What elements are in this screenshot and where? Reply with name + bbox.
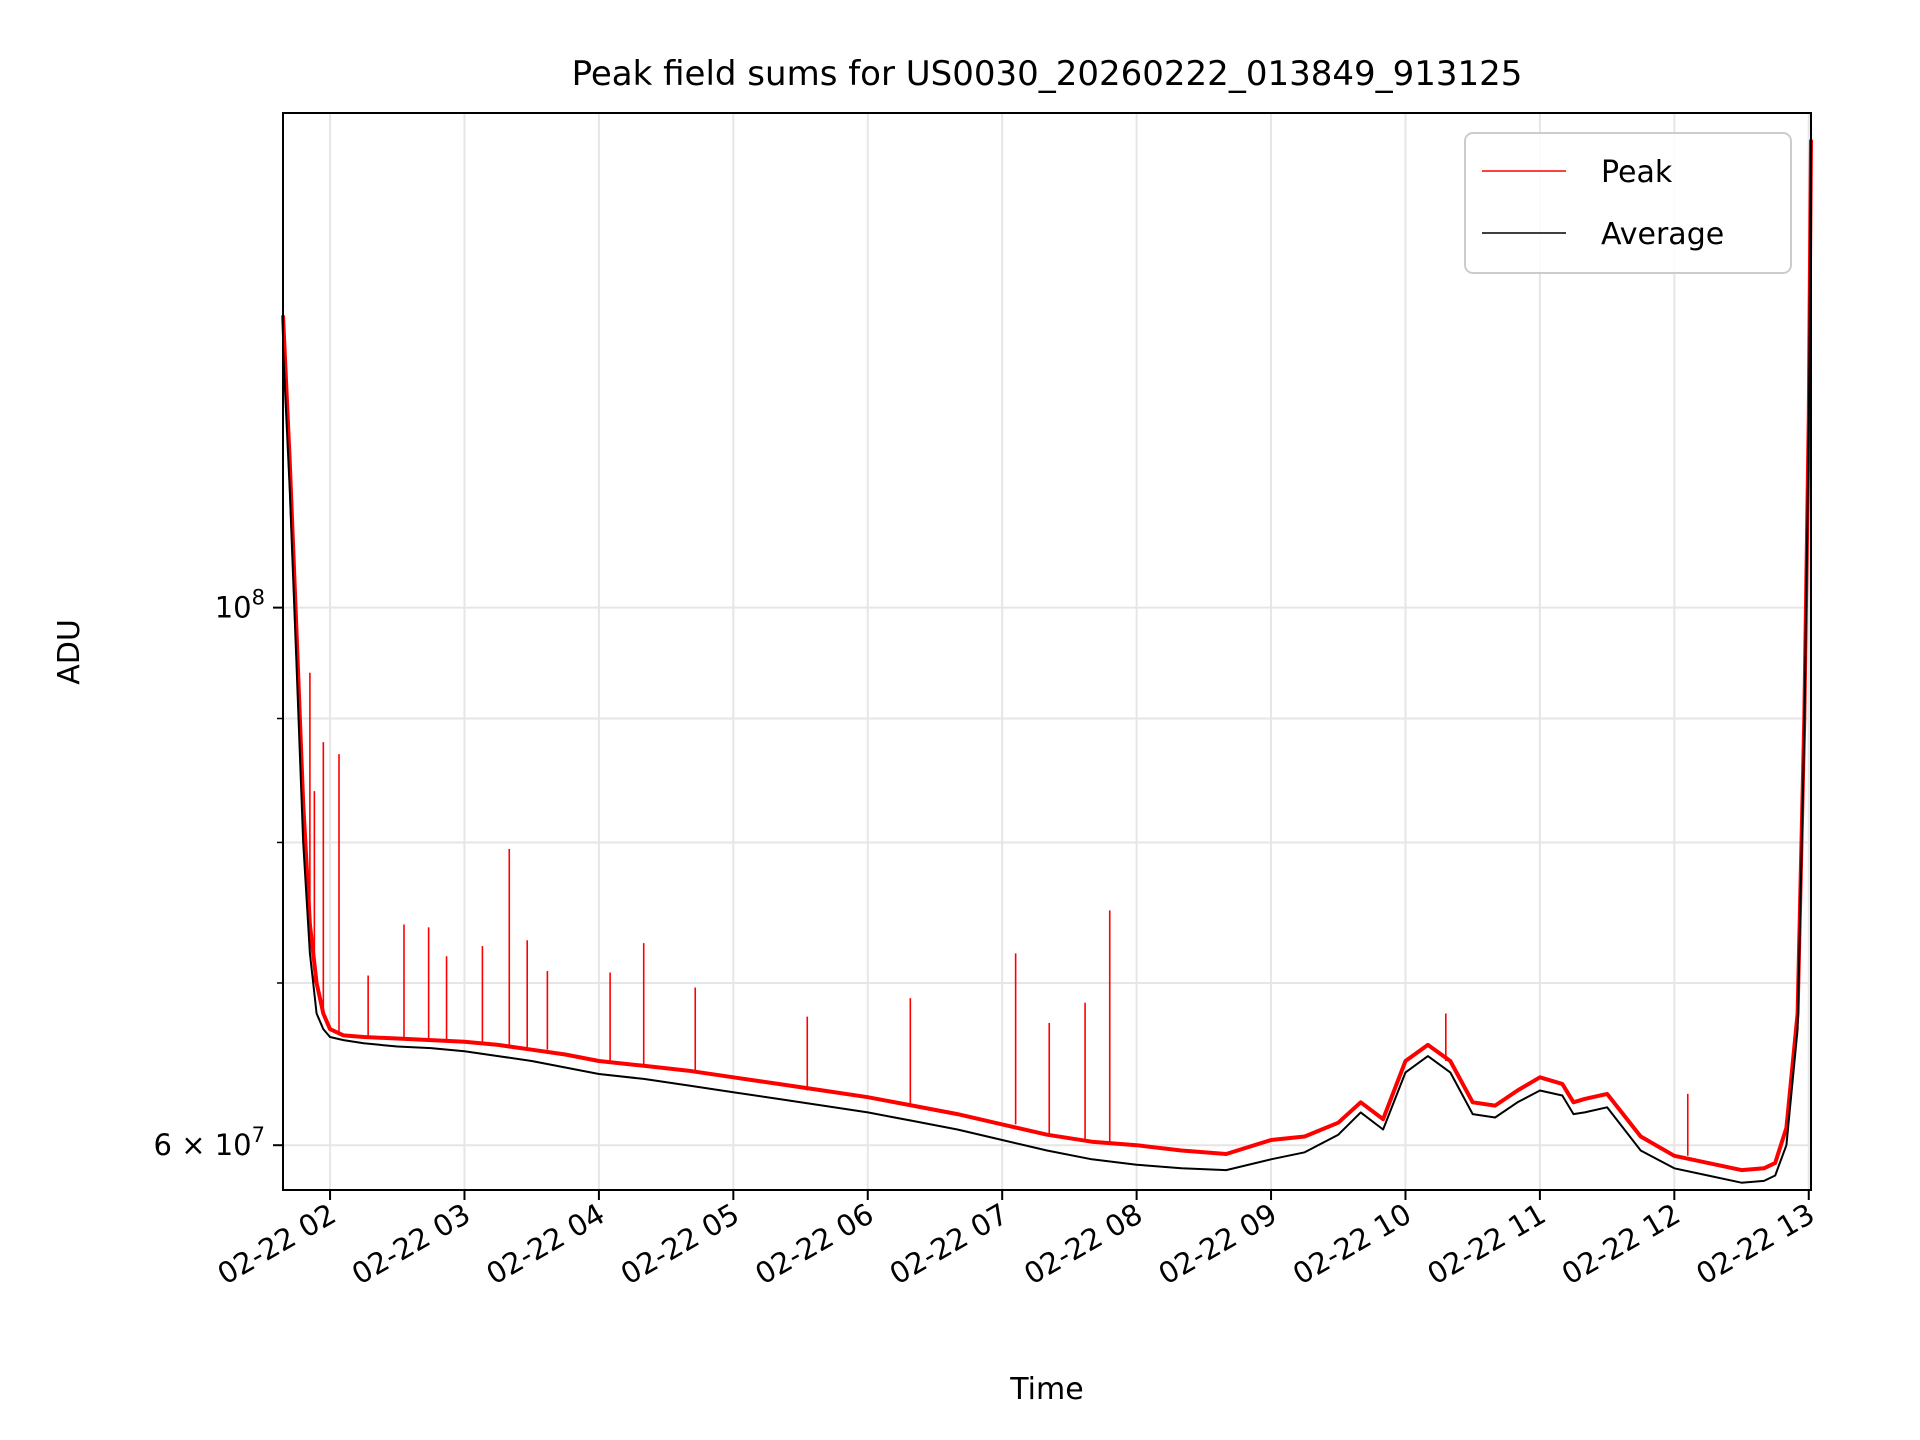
y-tick-label: 108 (215, 586, 265, 625)
chart-title: Peak field sums for US0030_20260222_0138… (572, 54, 1523, 94)
y-tick-label: 6 × 107 (154, 1123, 265, 1162)
legend-label-peak: Peak (1601, 155, 1673, 190)
legend: Peak Average (1464, 132, 1792, 274)
plot-series (281, 139, 1813, 1184)
series-line-average (282, 146, 1812, 1184)
plot-frame (282, 112, 1812, 1191)
grid (283, 113, 1811, 1190)
legend-label-average: Average (1601, 217, 1724, 252)
legend-box (1464, 132, 1792, 274)
y-axis-label: ADU (52, 619, 87, 685)
y-axis: 6 × 107 108 (154, 586, 283, 1162)
series-line-peak (281, 139, 1813, 1173)
x-axis-label: Time (1009, 1372, 1083, 1407)
